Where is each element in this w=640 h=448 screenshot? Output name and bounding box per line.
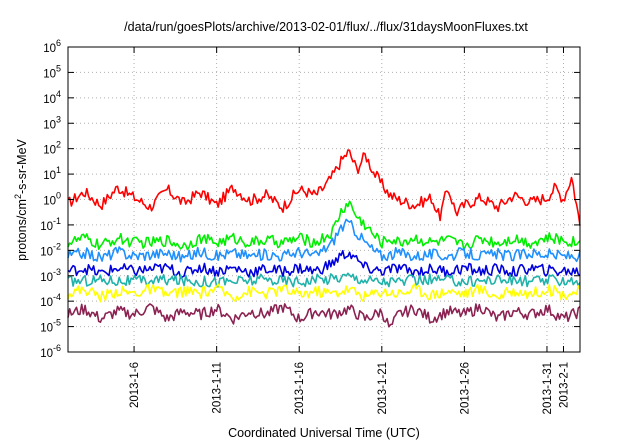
y-tick-label: 103: [43, 114, 61, 131]
x-tick-label: 2013-1-26: [459, 362, 471, 414]
grid: [68, 47, 580, 352]
y-tick-label: 102: [43, 140, 61, 157]
y-tick-label: 10-3: [40, 267, 61, 284]
x-axis: 2013-1-6 2013-1-11 2013-1-16 2013-1-21 2013-…: [129, 47, 570, 414]
x-tick-label: 2013-1-16: [294, 362, 306, 414]
series-line: [67, 272, 581, 288]
series-line: [67, 200, 581, 251]
y-tick-label: 101: [43, 165, 61, 182]
y-tick-label: 10-4: [40, 292, 61, 309]
series-line: [67, 303, 581, 328]
y-tick-label: 10-1: [40, 216, 61, 233]
y-axis-label: protons/cm2-s-sr-MeV: [13, 138, 29, 260]
x-axis-label: Coordinated Universal Time (UTC): [228, 426, 420, 440]
x-tick-label: 2013-1-11: [212, 362, 224, 414]
series-line: [67, 249, 581, 280]
y-tick-label: 100: [43, 191, 61, 208]
y-axis: 10-6 10-5 10-4 10-3 10-2 10-1 100 101 102 103 104 1…: [40, 38, 580, 360]
chart-title: /data/run/goesPlots/archive/2013-02-01/f…: [124, 20, 528, 34]
y-tick-label: 105: [43, 63, 61, 80]
x-tick-label: 2013-1-6: [129, 362, 141, 408]
y-tick-label: 10-5: [40, 318, 61, 335]
y-tick-label: 10-2: [40, 241, 61, 258]
y-tick-label: 106: [43, 38, 61, 55]
x-tick-label: 2013-1-31: [542, 362, 554, 414]
y-tick-label: 104: [43, 89, 61, 106]
series-line: [67, 283, 581, 303]
series-line: [67, 218, 581, 263]
x-tick-label: 2013-2-1: [558, 362, 570, 408]
y-tick-label: 10-6: [40, 343, 61, 360]
series-line: [67, 149, 581, 226]
x-tick-label: 2013-1-21: [377, 362, 389, 414]
series-layer: [67, 149, 581, 328]
